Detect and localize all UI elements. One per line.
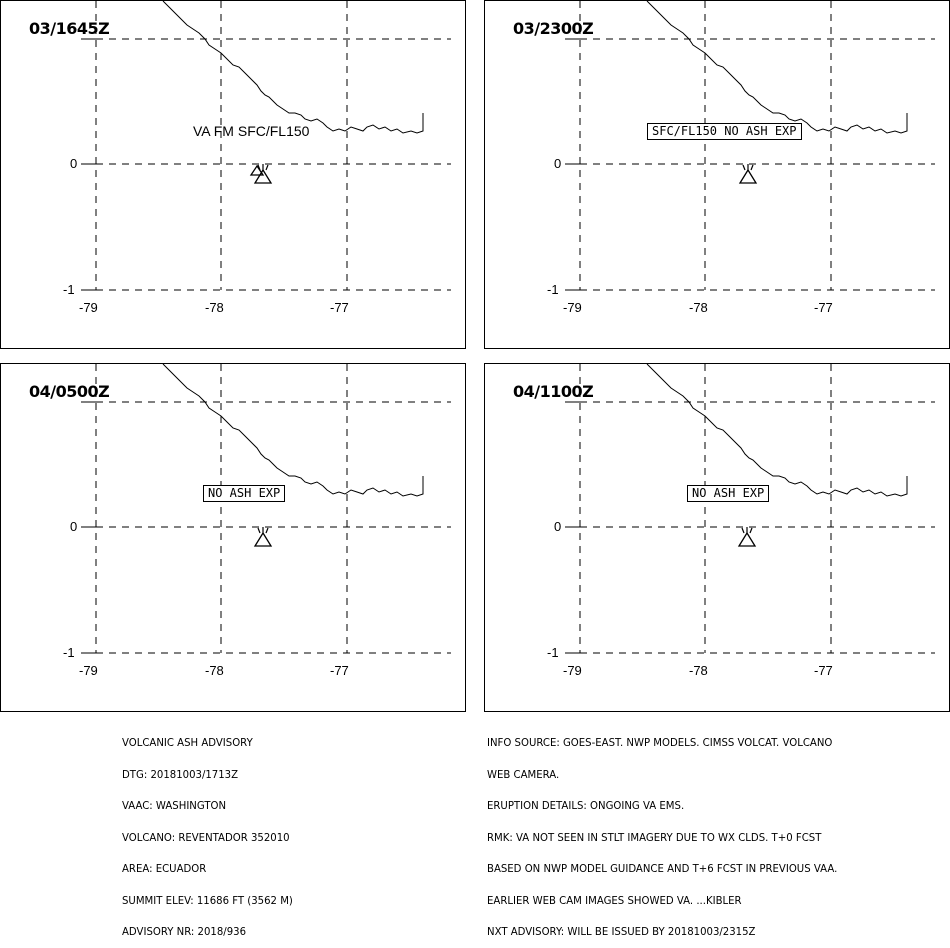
x-tick-79: -79 [79, 663, 98, 678]
panel-3-ash-label: NO ASH EXP [203, 485, 286, 502]
advisory-line: WEB CAMERA. [487, 767, 560, 781]
panel-3-time: 04/0500Z [29, 382, 110, 401]
border-line [646, 364, 908, 497]
x-tick-77: -77 [814, 300, 833, 315]
y-tick-minus1: -1 [63, 645, 75, 660]
x-tick-78: -78 [689, 663, 708, 678]
advisory-header-block: VOLCANIC ASH ADVISORY DTG: 20181003/1713… [122, 717, 293, 948]
volcano-plume [742, 164, 754, 171]
volcano-icon [249, 164, 273, 184]
border-line [162, 364, 424, 497]
advisory-line: INFO SOURCE: GOES-EAST. NWP MODELS. CIMS… [487, 736, 833, 749]
x-tick-78: -78 [205, 300, 224, 315]
map-canvas-2 [565, 1, 935, 291]
volcano-icon [738, 164, 758, 184]
panel-2-time: 03/2300Z [513, 19, 594, 38]
advisory-line: EARLIER WEB CAM IMAGES SHOWED VA. ...KIB… [487, 893, 742, 907]
panel-4-time: 04/1100Z [513, 382, 594, 401]
map-canvas-1 [81, 1, 451, 291]
x-tick-78: -78 [205, 663, 224, 678]
advisory-line: DTG: 20181003/1713Z [122, 767, 239, 781]
y-tick-0: 0 [70, 519, 78, 534]
x-tick-79: -79 [563, 663, 582, 678]
advisory-line: BASED ON NWP MODEL GUIDANCE AND T+6 FCST… [487, 862, 838, 875]
volcano-icon [253, 527, 273, 547]
x-tick-79: -79 [79, 300, 98, 315]
advisory-line: ADVISORY NR: 2018/936 [122, 925, 247, 938]
volcano-cone [738, 168, 758, 184]
panel-4-ash-label: NO ASH EXP [687, 485, 770, 502]
advisory-line: VOLCANIC ASH ADVISORY [122, 736, 253, 749]
y-tick-minus1: -1 [547, 282, 559, 297]
volcano-cone [253, 168, 273, 184]
x-tick-78: -78 [689, 300, 708, 315]
advisory-line: NXT ADVISORY: WILL BE ISSUED BY 20181003… [487, 925, 756, 938]
map-canvas-4 [565, 364, 935, 654]
advisory-line: AREA: ECUADOR [122, 862, 207, 875]
volcano-cone-outline [249, 164, 265, 176]
panel-2-ash-label: SFC/FL150 NO ASH EXP [647, 123, 802, 140]
y-tick-minus1: -1 [547, 645, 559, 660]
map-panel-1: 03/1645Z VA FM SFC/FL150 0 -1 -79 -78 -7… [0, 0, 466, 349]
y-tick-0: 0 [70, 156, 78, 171]
advisory-line: ERUPTION DETAILS: ONGOING VA EMS. [487, 799, 685, 812]
advisory-line: SUMMIT ELEV: 11686 FT (3562 M) [122, 893, 293, 907]
volcano-plume [257, 527, 269, 534]
x-tick-77: -77 [814, 663, 833, 678]
y-tick-0: 0 [554, 156, 562, 171]
x-tick-77: -77 [330, 300, 349, 315]
y-tick-minus1: -1 [63, 282, 75, 297]
border-line [162, 1, 424, 134]
advisory-line: RMK: VA NOT SEEN IN STLT IMAGERY DUE TO … [487, 830, 822, 844]
advisory-details-block: INFO SOURCE: GOES-EAST. NWP MODELS. CIMS… [487, 717, 837, 948]
map-panel-2: 03/2300Z SFC/FL150 NO ASH EXP 0 -1 -79 -… [484, 0, 950, 349]
advisory-line: VOLCANO: REVENTADOR 352010 [122, 830, 290, 844]
volcano-plume [741, 527, 753, 534]
map-canvas-3 [81, 364, 451, 654]
panel-1-time: 03/1645Z [29, 19, 110, 38]
volcano-cone [253, 531, 273, 547]
x-tick-77: -77 [330, 663, 349, 678]
y-tick-0: 0 [554, 519, 562, 534]
map-panel-3: 04/0500Z NO ASH EXP 0 -1 -79 -78 -77 [0, 363, 466, 712]
advisory-line: VAAC: WASHINGTON [122, 799, 227, 812]
panel-1-ash-label: VA FM SFC/FL150 [193, 123, 310, 139]
x-tick-79: -79 [563, 300, 582, 315]
map-panel-4: 04/1100Z NO ASH EXP 0 -1 -79 -78 -77 [484, 363, 950, 712]
border-line [646, 1, 908, 134]
volcano-icon [737, 527, 757, 547]
volcano-cone [737, 531, 757, 547]
